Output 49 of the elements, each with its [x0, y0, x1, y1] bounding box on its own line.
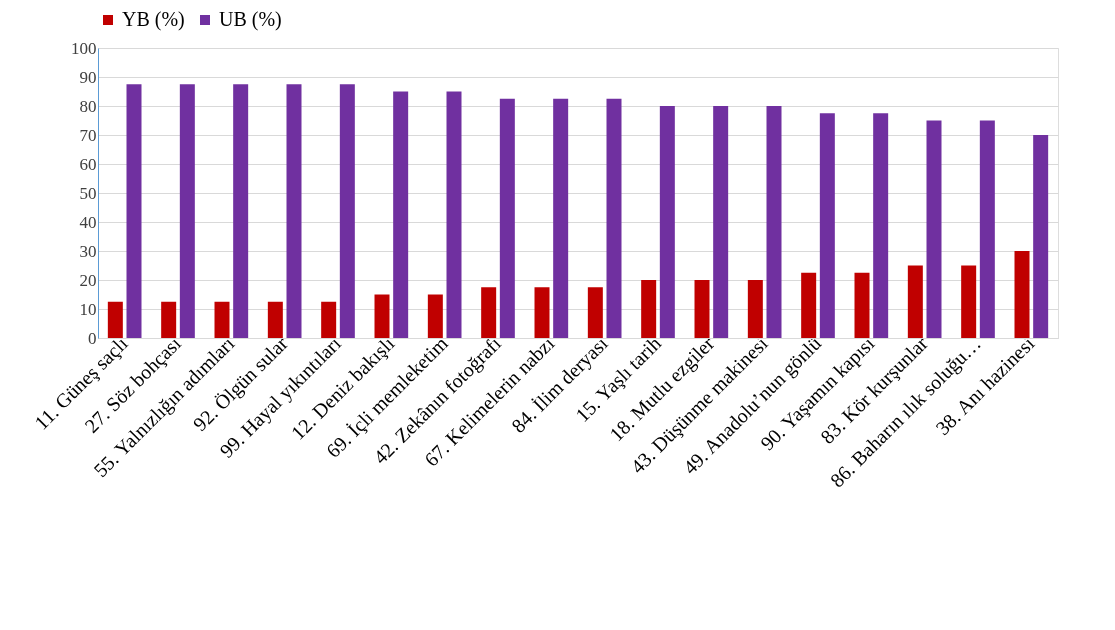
bar — [641, 280, 657, 338]
y-tick-label: 40 — [79, 212, 97, 232]
bar — [587, 287, 603, 338]
bar — [233, 84, 249, 338]
bar — [766, 106, 782, 338]
bar — [747, 280, 763, 338]
bar — [339, 84, 355, 338]
bar — [694, 280, 710, 338]
bar — [481, 287, 497, 338]
bar — [713, 106, 729, 338]
bar — [161, 301, 177, 338]
bar — [1033, 135, 1049, 338]
bar — [107, 301, 123, 338]
y-tick-label: 90 — [79, 67, 97, 87]
y-tick-label: 10 — [79, 299, 97, 319]
bar — [873, 113, 889, 338]
bar — [126, 84, 142, 338]
bar — [926, 120, 942, 338]
bar — [979, 120, 995, 338]
bar — [499, 98, 515, 338]
y-tick-label: 100 — [71, 38, 97, 58]
bar — [446, 91, 462, 338]
y-tick-label: 20 — [79, 270, 97, 290]
bar — [659, 106, 675, 338]
bar — [819, 113, 835, 338]
bar — [321, 301, 337, 338]
bar — [179, 84, 195, 338]
bar — [606, 98, 622, 338]
bar — [1014, 251, 1030, 338]
y-tick-label: 0 — [88, 328, 97, 348]
bar — [534, 287, 550, 338]
y-tick-label: 70 — [79, 125, 97, 145]
bar — [961, 265, 977, 338]
legend-label: YB (%) — [122, 8, 185, 31]
bar — [854, 272, 870, 338]
legend-label: UB (%) — [219, 8, 282, 31]
bar — [801, 272, 817, 338]
bar — [553, 98, 569, 338]
bar — [907, 265, 923, 338]
y-tick-label: 50 — [79, 183, 97, 203]
y-tick-label: 60 — [79, 154, 97, 174]
bar — [427, 294, 443, 338]
bar — [214, 301, 230, 338]
bar — [393, 91, 409, 338]
bar — [267, 301, 283, 338]
y-tick-label: 80 — [79, 96, 97, 116]
bar — [374, 294, 390, 338]
bar — [286, 84, 302, 338]
y-tick-label: 30 — [79, 241, 97, 261]
